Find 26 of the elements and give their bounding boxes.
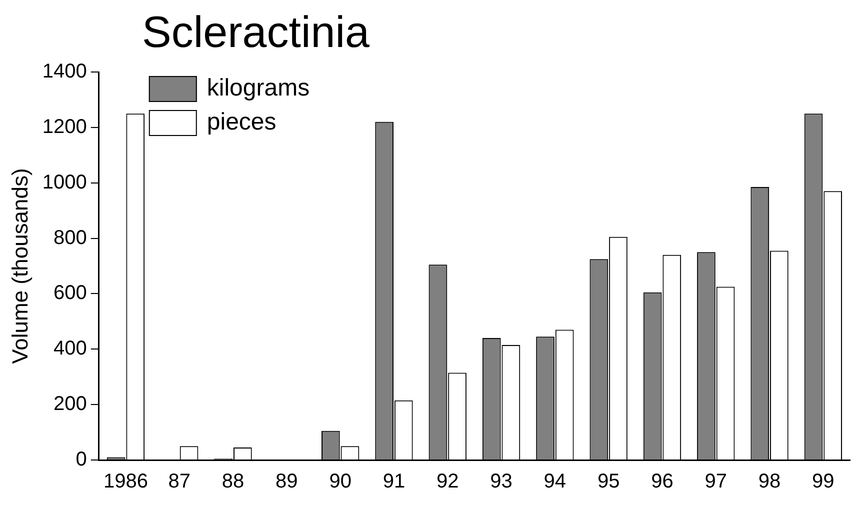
x-tick-label: 90 bbox=[329, 470, 352, 493]
x-tick-label: 92 bbox=[436, 470, 459, 493]
x-tick-label: 1986 bbox=[103, 470, 148, 493]
text: pieces bbox=[206, 108, 276, 136]
chart-title: Scleractinia bbox=[142, 8, 370, 58]
y-tick-label: 1400 bbox=[42, 60, 87, 83]
legend-label: kilograms bbox=[206, 74, 310, 102]
y-tick-label: 800 bbox=[54, 226, 87, 249]
y-axis-title: Volume (thousands) bbox=[7, 168, 32, 364]
x-tick-label: 87 bbox=[168, 470, 190, 493]
y-tick-label: 0 bbox=[76, 448, 87, 471]
x-tick-label: 99 bbox=[812, 470, 834, 493]
x-tick-label: 95 bbox=[597, 470, 620, 493]
x-tick-label: 98 bbox=[758, 470, 781, 493]
y-tick-label: 1200 bbox=[42, 116, 87, 138]
x-tick-label: 94 bbox=[544, 470, 566, 493]
x-tick-label: 91 bbox=[382, 470, 406, 493]
y-tick-label: 1000 bbox=[42, 171, 87, 194]
x-tick-label: 93 bbox=[490, 470, 512, 493]
y-tick-label: 200 bbox=[54, 393, 87, 416]
x-tick-label: 89 bbox=[276, 470, 298, 493]
x-tick-label: 97 bbox=[704, 470, 727, 493]
y-tick-label: 600 bbox=[54, 282, 87, 304]
x-tick-label: 88 bbox=[222, 470, 244, 493]
y-tick-label: 400 bbox=[54, 338, 87, 360]
x-tick-label: 96 bbox=[651, 470, 674, 493]
